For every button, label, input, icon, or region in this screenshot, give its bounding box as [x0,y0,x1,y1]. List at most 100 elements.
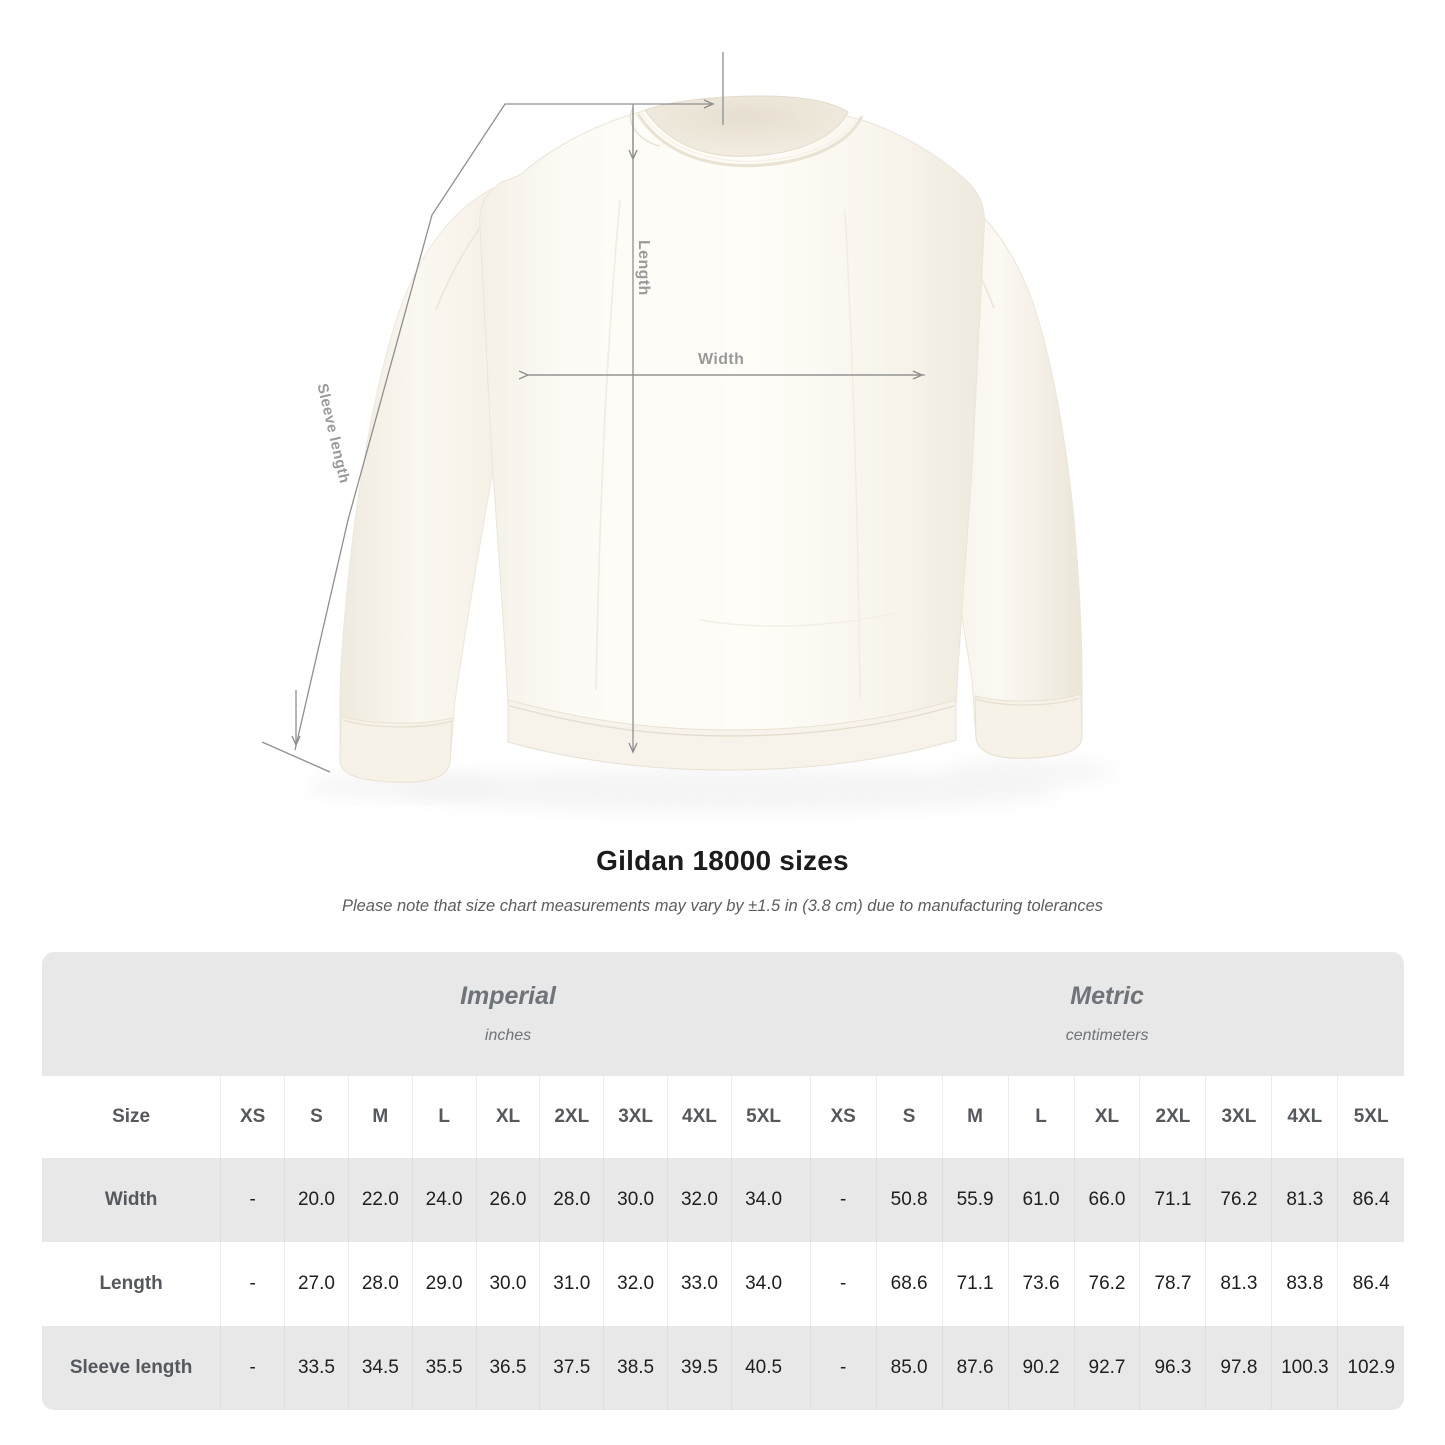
cell-length-imperial-m: 28.0 [347,1242,413,1326]
cell-length-metric-xs: - [809,1242,877,1326]
cell-sleeve-metric-l: 90.2 [1007,1326,1075,1410]
size-header-metric-5xl: 5XL [1337,1076,1404,1158]
size-header-imperial-2xl: 2XL [539,1076,604,1158]
cell-sleeve-imperial-m: 34.5 [347,1326,413,1410]
cell-width-imperial-xl: 26.0 [475,1158,540,1242]
cell-width-metric-m: 55.9 [941,1158,1009,1242]
system-header-metric: Metric centimeters [810,952,1404,1076]
cell-length-imperial-3xl: 32.0 [603,1242,668,1326]
cell-sleeve-metric-2xl: 96.3 [1139,1326,1206,1410]
size-header-metric-xs: XS [809,1076,877,1158]
cell-width-metric-4xl: 81.3 [1271,1158,1338,1242]
cell-sleeve-imperial-2xl: 37.5 [539,1326,604,1410]
column-gap [795,1326,811,1410]
cell-sleeve-imperial-s: 33.5 [284,1326,349,1410]
cell-width-metric-3xl: 76.2 [1205,1158,1272,1242]
cell-width-imperial-5xl: 34.0 [730,1158,796,1242]
size-header-imperial-l: L [411,1076,477,1158]
cell-length-metric-4xl: 83.8 [1271,1242,1338,1326]
cell-length-imperial-s: 27.0 [284,1242,349,1326]
size-header-metric-xl: XL [1073,1076,1140,1158]
cell-length-metric-3xl: 81.3 [1205,1242,1272,1326]
cell-width-metric-xs: - [809,1158,877,1242]
cell-length-metric-s: 68.6 [875,1242,943,1326]
size-header-metric-l: L [1007,1076,1075,1158]
size-chart-table-wrapper: Imperial inches Metric centimeters Size … [42,952,1404,1410]
row-label-length: Length [42,1242,221,1326]
size-header-metric-2xl: 2XL [1139,1076,1206,1158]
cell-length-imperial-xl: 30.0 [475,1242,540,1326]
table-row: Length - 27.0 28.0 29.0 30.0 31.0 32.0 3… [42,1242,1404,1326]
system-unit-metric: centimeters [1065,1026,1149,1044]
size-header-metric-3xl: 3XL [1205,1076,1272,1158]
system-header-row: Imperial inches Metric centimeters [42,952,1404,1076]
system-unit-imperial: inches [484,1026,532,1044]
cell-length-imperial-2xl: 31.0 [539,1242,604,1326]
table-row: Width - 20.0 22.0 24.0 26.0 28.0 30.0 32… [42,1158,1404,1242]
page-title: Gildan 18000 sizes [596,845,849,876]
size-header-imperial-m: M [347,1076,413,1158]
column-gap [795,1076,811,1158]
cell-sleeve-metric-3xl: 97.8 [1205,1326,1272,1410]
cell-sleeve-imperial-4xl: 39.5 [667,1326,732,1410]
sweatshirt-illustration [261,52,1115,812]
size-header-metric-m: M [941,1076,1009,1158]
size-header-metric-4xl: 4XL [1271,1076,1338,1158]
width-measure-label: Width [698,351,745,368]
cell-length-imperial-4xl: 33.0 [667,1242,732,1326]
cell-sleeve-metric-s: 85.0 [875,1326,943,1410]
system-name-imperial: Imperial [460,982,556,1011]
cell-length-metric-2xl: 78.7 [1139,1242,1206,1326]
size-header-row: Size XS S M L XL 2XL 3XL 4XL 5XL XS S M … [42,1076,1404,1158]
garment-diagram: Length Width Sleeve length [261,52,1115,812]
cell-width-imperial-2xl: 28.0 [539,1158,604,1242]
cell-width-metric-xl: 66.0 [1073,1158,1140,1242]
title-block: Gildan 18000 sizes Please note that size… [0,845,1445,916]
length-measure-label: Length [635,240,652,296]
cell-sleeve-imperial-xs: - [220,1326,285,1410]
cell-width-imperial-m: 22.0 [347,1158,413,1242]
cell-sleeve-metric-5xl: 102.9 [1337,1326,1404,1410]
size-chart-table: Imperial inches Metric centimeters Size … [42,952,1404,1410]
cell-width-imperial-s: 20.0 [284,1158,349,1242]
cell-width-metric-5xl: 86.4 [1337,1158,1404,1242]
size-header-imperial-xl: XL [475,1076,540,1158]
cell-width-imperial-xs: - [220,1158,285,1242]
system-header-imperial: Imperial inches [220,952,796,1076]
cell-sleeve-metric-xl: 92.7 [1073,1326,1140,1410]
cell-length-imperial-5xl: 34.0 [730,1242,796,1326]
cell-length-metric-l: 73.6 [1007,1242,1075,1326]
cell-sleeve-imperial-xl: 36.5 [475,1326,540,1410]
cell-length-metric-5xl: 86.4 [1337,1242,1404,1326]
size-header-imperial-4xl: 4XL [667,1076,732,1158]
size-column-label: Size [42,1076,221,1158]
cell-sleeve-imperial-3xl: 38.5 [603,1326,668,1410]
table-row: Sleeve length - 33.5 34.5 35.5 36.5 37.5… [42,1326,1404,1410]
cell-width-metric-s: 50.8 [875,1158,943,1242]
cell-width-imperial-4xl: 32.0 [667,1158,732,1242]
cell-sleeve-imperial-l: 35.5 [411,1326,477,1410]
corner-cell-left [42,952,221,1076]
cell-width-imperial-l: 24.0 [411,1158,477,1242]
cell-length-metric-m: 71.1 [941,1242,1009,1326]
size-header-imperial-xs: XS [220,1076,285,1158]
cell-length-imperial-xs: - [220,1242,285,1326]
size-header-imperial-5xl: 5XL [730,1076,796,1158]
row-label-sleeve-length: Sleeve length [42,1326,221,1410]
column-gap [795,1158,811,1242]
size-header-imperial-3xl: 3XL [603,1076,668,1158]
size-header-imperial-s: S [284,1076,349,1158]
cell-width-imperial-3xl: 30.0 [603,1158,668,1242]
system-name-metric: Metric [1070,982,1144,1011]
column-gap [795,1242,811,1326]
cell-width-metric-2xl: 71.1 [1139,1158,1206,1242]
system-gap-cell [795,952,811,1076]
cell-sleeve-metric-4xl: 100.3 [1271,1326,1338,1410]
row-label-width: Width [42,1158,221,1242]
cell-width-metric-l: 61.0 [1007,1158,1075,1242]
cell-sleeve-imperial-5xl: 40.5 [730,1326,796,1410]
size-header-metric-s: S [875,1076,943,1158]
cell-sleeve-metric-xs: - [809,1326,877,1410]
cell-length-metric-xl: 76.2 [1073,1242,1140,1326]
cell-sleeve-metric-m: 87.6 [941,1326,1009,1410]
